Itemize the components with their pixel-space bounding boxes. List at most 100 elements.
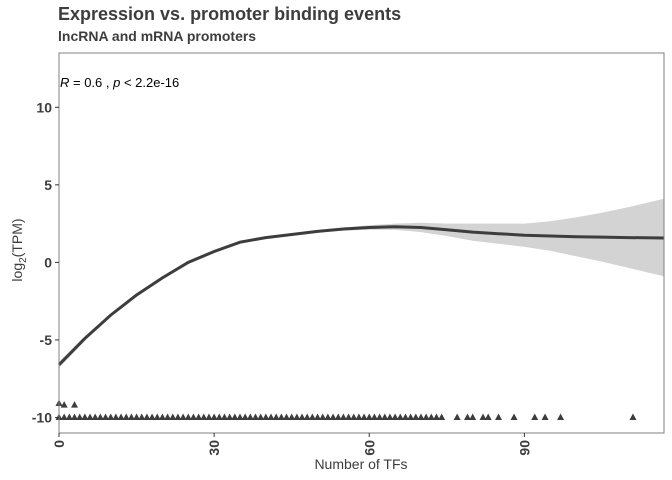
data-point-triangle: [169, 413, 177, 420]
data-point-triangle: [417, 413, 425, 420]
data-point-triangle: [427, 413, 435, 420]
data-point-triangle: [365, 413, 373, 420]
data-point-triangle: [314, 413, 322, 420]
data-point-triangle: [241, 413, 249, 420]
data-point-triangle: [438, 413, 446, 420]
data-point-triangle: [272, 413, 280, 420]
x-axis-title: Number of TFs: [314, 456, 407, 472]
data-point-triangle: [117, 413, 125, 420]
chart-title: Expression vs. promoter binding events: [58, 4, 402, 24]
data-point-triangle: [210, 413, 218, 420]
correlation-annotation: R = 0.6 , p < 2.2e-16: [60, 75, 179, 90]
data-point-triangle: [453, 413, 461, 420]
data-point-triangle: [370, 413, 378, 420]
data-point-triangle: [195, 413, 203, 420]
data-point-triangle: [71, 413, 79, 420]
data-point-triangle: [127, 413, 135, 420]
data-point-triangle: [164, 413, 172, 420]
y-tick-label: -5: [40, 332, 53, 348]
data-point-triangle: [432, 413, 440, 420]
data-point-triangle: [262, 413, 270, 420]
data-point-triangle: [107, 413, 115, 420]
data-point-triangle: [422, 413, 430, 420]
data-point-triangle: [251, 413, 259, 420]
data-point-triangle: [360, 413, 368, 420]
data-point-triangle: [215, 413, 223, 420]
x-tick-label: 0: [51, 440, 67, 448]
data-point-triangle: [112, 413, 120, 420]
data-point-triangle: [355, 413, 363, 420]
data-point-triangle: [267, 413, 275, 420]
data-point-triangle: [102, 413, 110, 420]
data-point-triangle: [381, 413, 389, 420]
data-point-triangle: [339, 413, 347, 420]
data-point-triangle: [469, 413, 477, 420]
data-point-triangle: [283, 413, 291, 420]
p-value: < 2.2e-16: [120, 75, 179, 90]
data-point-triangle: [319, 413, 327, 420]
data-point-triangle: [231, 413, 239, 420]
data-point-triangle: [324, 413, 332, 420]
data-point-triangle: [143, 413, 151, 420]
data-point-triangle: [205, 413, 213, 420]
data-point-triangle: [396, 413, 404, 420]
confidence-ribbon: [59, 198, 664, 368]
data-point-triangle: [629, 413, 637, 420]
data-point-triangle: [510, 413, 518, 420]
data-point-triangle: [153, 413, 161, 420]
data-point-triangle: [184, 413, 192, 420]
data-point-triangle: [407, 413, 415, 420]
plot-panel: [55, 52, 665, 434]
y-tick-label: 0: [44, 254, 52, 270]
data-point-triangle: [71, 401, 79, 408]
data-point-triangle: [308, 413, 316, 420]
data-point-triangle: [86, 413, 94, 420]
data-point-triangle: [133, 413, 141, 420]
data-point-triangle: [236, 413, 244, 420]
data-point-triangle: [334, 413, 342, 420]
data-point-triangle: [81, 413, 89, 420]
data-point-triangle: [557, 413, 565, 420]
data-point-triangle: [303, 413, 311, 420]
data-point-triangle: [277, 413, 285, 420]
smooth-trend-line: [57, 225, 665, 366]
x-tick-label: 30: [206, 440, 222, 456]
data-point-triangle: [91, 413, 99, 420]
data-point-triangle: [65, 413, 73, 420]
data-point-triangle: [226, 413, 234, 420]
data-point-triangle: [138, 413, 146, 420]
data-point-triangle: [541, 413, 549, 420]
data-point-triangle: [484, 413, 492, 420]
data-point-triangle: [220, 413, 228, 420]
y-axis-title: log2(TPM): [9, 218, 29, 281]
y-tick-label: -10: [32, 409, 52, 425]
panel-border: [58, 52, 665, 434]
data-point-triangle: [293, 413, 301, 420]
data-point-triangle: [96, 413, 104, 420]
x-tick-label: 90: [516, 440, 532, 456]
data-point-triangle: [401, 413, 409, 420]
x-tick-label: 60: [361, 440, 377, 456]
r-label: R: [60, 75, 69, 90]
data-point-triangle: [179, 413, 187, 420]
r-value: = 0.6 ,: [69, 75, 113, 90]
data-point-triangle: [122, 413, 130, 420]
data-point-triangle: [495, 413, 503, 420]
data-point-triangle: [288, 413, 296, 420]
data-point-triangle: [329, 413, 337, 420]
chart-subtitle: lncRNA and mRNA promoters: [58, 28, 257, 44]
data-point-triangle: [386, 413, 394, 420]
data-point-triangle: [412, 413, 420, 420]
y-tick-label: 5: [44, 177, 52, 193]
data-point-triangle: [60, 413, 68, 420]
data-point-triangle: [60, 401, 68, 408]
data-point-triangle: [158, 413, 166, 420]
data-point-triangle: [298, 413, 306, 420]
data-point-triangle: [464, 413, 472, 420]
data-point-triangle: [350, 413, 358, 420]
data-point-triangle: [189, 413, 197, 420]
data-point-triangle: [246, 413, 254, 420]
data-point-triangle: [376, 413, 384, 420]
data-point-triangle: [200, 413, 208, 420]
